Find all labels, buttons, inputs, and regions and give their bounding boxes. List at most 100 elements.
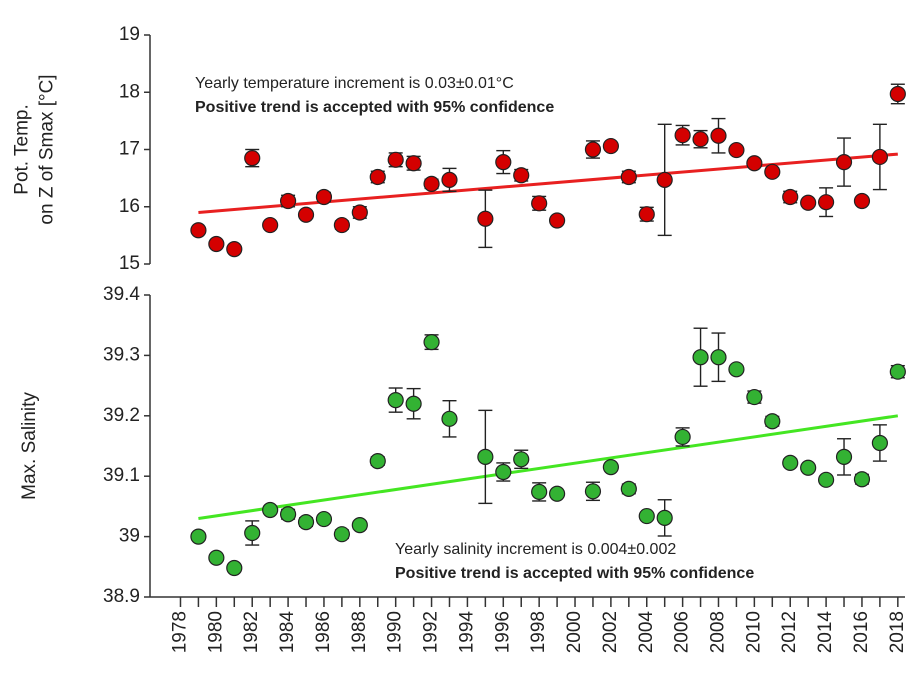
data-point [620, 480, 637, 497]
data-point [495, 463, 512, 481]
x-tick-label: 1988 [349, 611, 370, 653]
y-tick-label: 39.3 [103, 344, 140, 365]
y-tick-label: 15 [119, 253, 140, 274]
data-point [333, 216, 350, 234]
x-tick-label: 2018 [887, 611, 908, 653]
data-point [226, 241, 243, 258]
y-tick-label: 39 [119, 526, 140, 547]
data-point [405, 395, 422, 412]
data-point [369, 453, 386, 470]
data-point [889, 363, 906, 380]
data-point [584, 141, 602, 158]
data-point [853, 192, 871, 210]
data-point [262, 501, 279, 519]
x-tick-label: 2016 [851, 611, 872, 653]
data-point [387, 391, 404, 409]
x-tick-label: 2000 [564, 611, 585, 653]
data-point [889, 85, 906, 103]
data-point [602, 459, 619, 476]
data-point [315, 510, 333, 528]
data-point [208, 235, 225, 253]
data-point [584, 483, 602, 500]
data-point [746, 388, 763, 406]
data-point [244, 149, 261, 167]
x-tick-label: 2002 [600, 611, 621, 653]
x-tick-label: 2008 [708, 611, 729, 653]
annotation: Positive trend is accepted with 95% conf… [395, 565, 754, 582]
data-point [369, 168, 386, 186]
y-tick-label: 39.1 [103, 465, 140, 486]
data-point [262, 216, 279, 234]
data-point [513, 451, 530, 468]
data-point [531, 483, 548, 501]
data-point [477, 210, 494, 227]
data-point [620, 168, 637, 186]
data-point [817, 471, 835, 488]
annotation: Yearly temperature increment is 0.03±0.0… [195, 75, 514, 92]
data-point [764, 413, 781, 430]
data-point [423, 334, 440, 351]
data-point [297, 514, 315, 531]
data-point [208, 549, 225, 566]
data-point [656, 509, 673, 526]
data-point [548, 212, 566, 229]
data-point [871, 148, 888, 166]
y-tick-label: 16 [119, 196, 140, 217]
data-point [226, 559, 243, 577]
data-point [728, 141, 745, 159]
x-tick-label: 1986 [313, 611, 334, 653]
data-point [244, 524, 261, 542]
annotation: Yearly salinity increment is 0.004±0.002 [395, 541, 676, 558]
data-point [441, 410, 458, 427]
data-point [728, 361, 745, 378]
x-tick-label: 2004 [636, 611, 657, 654]
data-point [800, 194, 817, 211]
x-tick-label: 2012 [779, 611, 800, 653]
data-point [423, 175, 440, 192]
data-point [351, 517, 368, 534]
data-point [710, 349, 727, 366]
x-tick-label: 2014 [815, 611, 836, 654]
data-point [387, 151, 404, 168]
data-point [800, 459, 817, 476]
data-point [674, 127, 691, 144]
data-point [782, 188, 799, 206]
data-point [405, 155, 422, 172]
data-point [602, 137, 619, 155]
data-point [548, 485, 566, 502]
x-tick-label: 1982 [241, 611, 262, 653]
x-tick-label: 1996 [492, 611, 513, 653]
data-point [692, 349, 709, 366]
data-point [674, 428, 691, 446]
data-point [279, 506, 297, 523]
data-point [692, 131, 709, 148]
x-tick-label: 1994 [456, 611, 477, 654]
data-point [835, 448, 853, 465]
data-point [297, 206, 315, 223]
x-tick-label: 1992 [421, 611, 442, 653]
data-point [817, 194, 835, 211]
x-tick-label: 2006 [672, 611, 693, 653]
x-tick-label: 1980 [205, 611, 226, 653]
data-point [531, 195, 548, 212]
y-tick-label: 17 [119, 139, 140, 160]
y-axis-label: Pot. Temp. [12, 104, 33, 194]
data-point [853, 471, 871, 488]
data-point [764, 163, 781, 180]
data-point [835, 153, 853, 171]
data-point [190, 222, 207, 239]
y-tick-label: 38.9 [103, 586, 140, 607]
data-point [333, 526, 350, 543]
data-point [638, 206, 655, 223]
trend-line [198, 414, 899, 520]
annotation: Positive trend is accepted with 95% conf… [195, 99, 554, 116]
trend-line [198, 152, 898, 214]
data-point [190, 528, 207, 545]
y-tick-label: 39.4 [103, 284, 140, 305]
x-tick-label: 1998 [528, 611, 549, 653]
data-point [746, 155, 763, 172]
y-axis-label: Max. Salinity [19, 392, 40, 500]
x-tick-label: 1990 [385, 611, 406, 653]
data-point [477, 448, 494, 465]
